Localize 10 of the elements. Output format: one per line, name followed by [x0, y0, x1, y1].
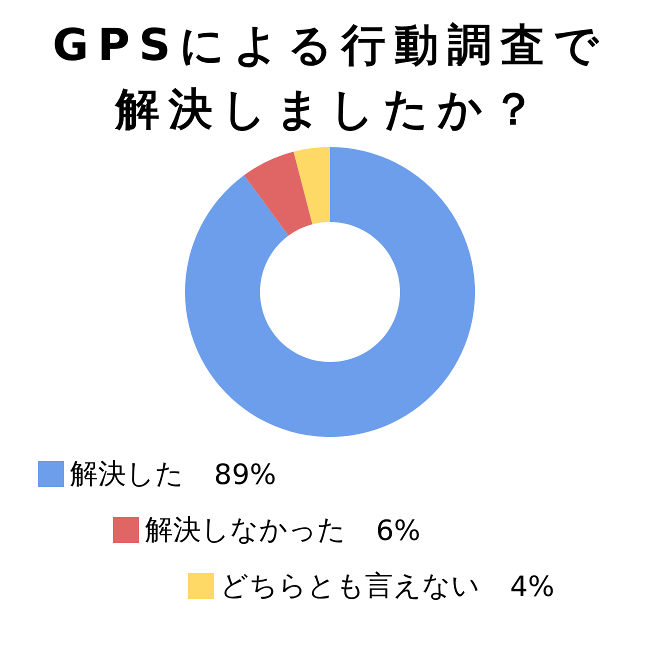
chart-title: GPSによる行動調査で解決しましたか？	[51, 19, 609, 137]
donut-slice	[244, 152, 312, 236]
legend-label: 解決した	[70, 456, 184, 492]
donut-slice	[294, 147, 330, 224]
data-label: 6%	[376, 514, 420, 546]
donut-slice	[185, 147, 475, 437]
legend-label: どちらとも言えない	[220, 568, 480, 604]
data-label: 89%	[214, 458, 276, 490]
legend-label: 解決しなかった	[145, 512, 346, 548]
data-label: 4%	[510, 570, 554, 602]
